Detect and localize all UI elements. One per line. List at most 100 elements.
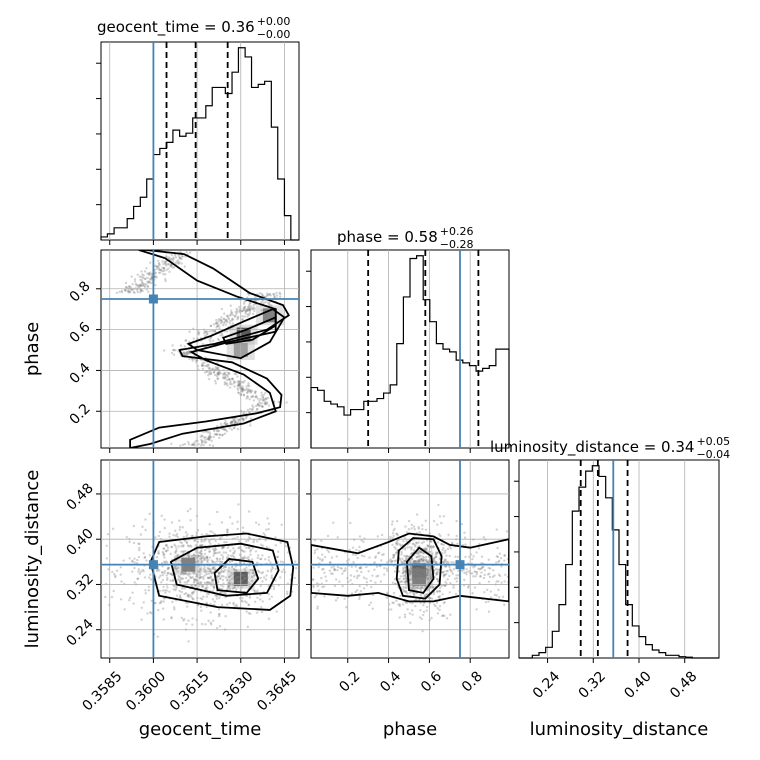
panel-frame-luminosity_distance-luminosity_distance (518, 459, 720, 659)
sample-point (247, 308, 250, 312)
sample-point (139, 533, 143, 536)
sample-point (374, 556, 377, 559)
sample-point (316, 607, 319, 610)
sample-point (156, 635, 159, 638)
sample-point (229, 549, 232, 552)
sample-point (426, 576, 429, 580)
title-minus-err-geocent_time: −0.00 (257, 28, 291, 41)
sample-point (232, 603, 235, 606)
sample-point (313, 575, 315, 577)
sample-point (474, 570, 477, 574)
sample-point (250, 389, 254, 393)
sample-point (467, 585, 470, 588)
sample-point (206, 586, 209, 589)
sample-point (172, 257, 175, 261)
sample-point (343, 597, 346, 600)
sample-point (487, 566, 490, 570)
sample-point (217, 371, 220, 375)
sample-point (323, 555, 327, 559)
sample-point (213, 565, 216, 568)
sample-point (354, 590, 357, 594)
sample-point (233, 385, 236, 388)
sample-point (166, 546, 170, 549)
sample-point (175, 547, 178, 550)
sample-point (231, 554, 234, 558)
sample-point (434, 604, 437, 608)
sample-point (148, 576, 151, 579)
sample-point (187, 594, 190, 597)
sample-point (441, 548, 444, 552)
sample-point (172, 348, 176, 352)
sample-point (258, 399, 261, 402)
sample-point (164, 591, 167, 594)
sample-point (260, 543, 263, 546)
sample-point (192, 556, 196, 559)
sample-point (352, 553, 355, 556)
sample-point (418, 572, 421, 576)
sample-point (210, 559, 214, 562)
sample-point (421, 570, 424, 574)
sample-point (410, 557, 414, 561)
sample-point (284, 544, 287, 548)
sample-point (238, 380, 241, 383)
sample-point (253, 307, 256, 310)
sample-point (267, 527, 270, 531)
sample-point (202, 575, 205, 578)
sample-point (331, 572, 334, 576)
sample-point (438, 594, 442, 598)
sample-point (135, 561, 139, 565)
sample-point (455, 580, 458, 583)
sample-point (260, 301, 263, 304)
sample-point (421, 555, 425, 558)
sample-point (231, 313, 235, 317)
sample-point (399, 575, 403, 578)
xtick-label-phase: 0.4 (377, 668, 404, 695)
sample-point (256, 561, 259, 564)
sample-point (422, 559, 425, 563)
sample-point (486, 588, 489, 592)
sample-point (245, 601, 248, 604)
sample-point (175, 594, 179, 597)
sample-point (122, 559, 125, 562)
sample-point (236, 309, 239, 312)
sample-point (391, 581, 395, 584)
sample-point (200, 622, 204, 626)
sample-point (158, 264, 161, 267)
sample-point (203, 581, 207, 584)
sample-point (166, 566, 170, 570)
sample-point (445, 569, 449, 573)
sample-point (247, 558, 250, 561)
sample-point (418, 572, 422, 576)
sample-point (422, 558, 425, 561)
sample-point (226, 320, 229, 324)
sample-point (191, 569, 194, 573)
sample-point (426, 544, 430, 548)
sample-point (418, 549, 421, 552)
sample-point (166, 586, 169, 589)
sample-point (248, 310, 251, 313)
sample-point (429, 571, 432, 575)
sample-point (203, 436, 206, 439)
sample-point (156, 259, 160, 263)
sample-point (223, 432, 227, 435)
sample-point (235, 576, 239, 579)
sample-point (159, 268, 162, 272)
sample-point (187, 593, 190, 596)
sample-point (422, 603, 425, 607)
sample-point (230, 309, 233, 312)
sample-point (235, 588, 238, 592)
sample-point (228, 575, 231, 578)
contour-geocent_time-luminosity_distance-level (169, 542, 280, 597)
sample-point (187, 595, 190, 598)
sample-point (414, 598, 418, 601)
sample-point (231, 377, 234, 381)
sample-point (212, 435, 215, 439)
sample-point (233, 586, 236, 590)
sample-point (443, 614, 446, 618)
sample-point (267, 555, 271, 559)
sample-point (241, 390, 244, 393)
sample-point (218, 557, 222, 561)
sample-point (215, 318, 218, 322)
sample-point (243, 307, 246, 310)
sample-point (246, 391, 249, 395)
